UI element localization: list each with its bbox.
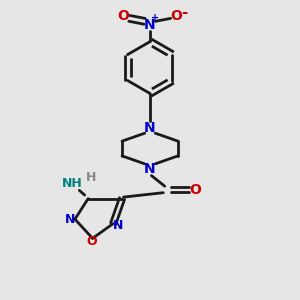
Text: N: N xyxy=(144,18,156,32)
Text: O: O xyxy=(171,9,182,23)
Text: N: N xyxy=(113,219,124,232)
Text: +: + xyxy=(151,14,159,23)
Text: N: N xyxy=(64,213,75,226)
Text: N: N xyxy=(144,162,156,176)
Text: O: O xyxy=(118,9,129,23)
Text: O: O xyxy=(87,236,97,248)
Text: N: N xyxy=(144,121,156,135)
Text: O: O xyxy=(190,183,202,197)
Text: NH: NH xyxy=(61,177,82,190)
Text: -: - xyxy=(182,5,188,20)
Text: H: H xyxy=(86,171,96,184)
